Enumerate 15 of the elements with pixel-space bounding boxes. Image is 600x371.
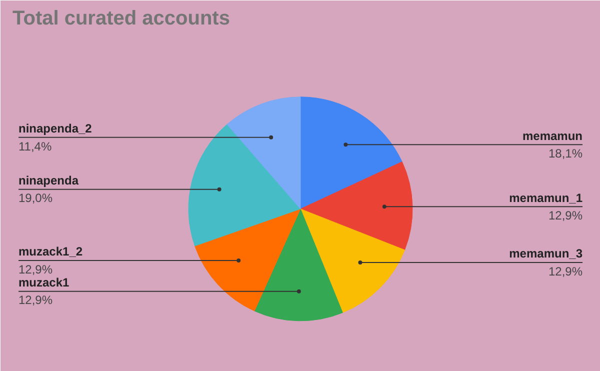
data-label: 18,1% xyxy=(548,146,583,160)
slice-label: muzack1_2 xyxy=(18,244,83,259)
chart-title: Total curated accounts xyxy=(12,8,230,30)
data-label: 12,9% xyxy=(548,208,583,222)
data-label: 12,9% xyxy=(18,293,53,308)
data-label: 12,9% xyxy=(18,262,53,276)
data-label: 11,4% xyxy=(18,139,52,154)
data-label: 19,0% xyxy=(18,191,53,206)
slice-label: muzack1 xyxy=(18,276,70,290)
data-label: 12,9% xyxy=(548,264,583,278)
slice-label: memamun_3 xyxy=(509,246,583,261)
slice-label: ninapenda xyxy=(18,174,79,188)
slice-label: ninapenda_2 xyxy=(18,122,92,136)
slice-label: memamun_1 xyxy=(509,190,583,205)
slice-label: memamun xyxy=(522,128,583,143)
